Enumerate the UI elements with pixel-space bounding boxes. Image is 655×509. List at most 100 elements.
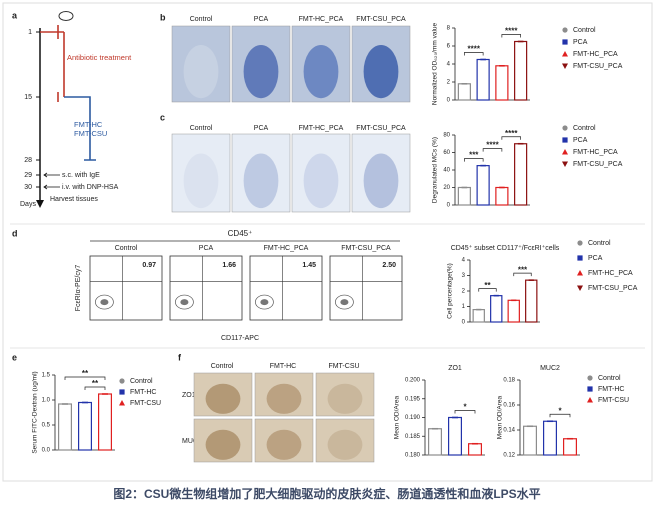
bar [514,40,528,101]
day-label: 30 [24,184,32,191]
significance-bracket [549,413,571,418]
day-label: 1 [28,29,32,36]
legend-label: FMT-CSU_PCA [588,285,638,292]
legend-label: FMT-CSU_PCA [573,63,623,70]
bar [562,438,577,456]
skin-photo-detail [243,45,279,99]
significance-bracket [478,288,497,292]
image-label: FMT-CSU [328,363,359,370]
flow-header: CD45⁺ [228,229,253,238]
panel-label: e [12,352,17,362]
legend-label: PCA [573,137,588,144]
significance-bracket [64,376,106,380]
flow-population [95,294,114,310]
bar [472,309,485,323]
ihc-photo-detail [266,429,302,460]
significance-label: *** [469,151,479,160]
day-label: 29 [24,172,32,179]
flow-plot [329,255,403,321]
y-tick-label: 80 [443,133,450,139]
event-label: i.v. with DNP-HSA [62,184,119,191]
gate-value: 0.97 [142,262,156,269]
y-tick-label: 0.185 [405,434,421,440]
legend-label: FMT-CSU [130,400,161,407]
legend-label: FMT-CSU_PCA [573,161,623,168]
legend-label: FMT-HC_PCA [588,270,633,277]
y-tick-label: 2 [447,80,451,86]
legend-label: FMT-HC [130,389,156,396]
legend-marker [577,255,583,261]
fmt-label: FMT-CSU [74,129,107,138]
y-axis-label: Serum FITC-Dextran (ug/ml) [32,371,39,453]
y-tick-label: 0.16 [503,403,515,409]
y-tick-label: 6 [447,44,451,50]
y-tick-label: 0.18 [503,378,515,384]
histology-photo-detail [183,153,219,209]
significance-label: **** [468,45,481,54]
gate-value: 2.50 [382,262,396,269]
event-label: s.c. with IgE [62,172,100,179]
bar [57,403,72,451]
histology-photo-detail [363,153,399,209]
ihc-photo-detail [327,383,363,414]
significance-label: **** [505,27,518,36]
legend-marker [577,285,583,291]
legend-label: Control [573,27,596,34]
significance-label: **** [505,129,518,138]
y-axis-label: Normalized OD₆₂₀/mm value [432,22,439,105]
gate-value: 1.66 [222,262,236,269]
y-axis-label: Mean OD/Area [497,395,504,439]
day-label: 15 [24,94,32,101]
y-tick-label: 3 [462,273,466,279]
bar [457,83,471,101]
bar [514,143,528,206]
skin-photo-detail [303,45,339,99]
skin-photo-detail [183,45,219,99]
bar [97,393,112,451]
image-label: FMT-CSU_PCA [356,125,406,132]
y-tick-label: 0.12 [503,453,515,459]
day-label: 28 [24,157,32,164]
y-tick-label: 0 [462,320,466,326]
legend-marker [562,27,568,33]
significance-bracket [513,272,532,277]
legend-marker [562,39,568,45]
legend-marker [119,400,125,406]
plot-label: FMT-CSU_PCA [341,245,391,252]
significance-bracket [482,148,503,152]
legend-label: FMT-HC_PCA [573,51,618,58]
image-label: PCA [254,125,269,132]
bar [428,428,443,456]
legend-marker [562,63,568,69]
bar [542,420,557,456]
image-label: Control [190,16,213,23]
image-label: FMT-HC [270,363,296,370]
legend-marker [587,375,593,381]
bar [495,186,509,206]
flow-population [180,299,189,306]
image-label: FMT-HC_PCA [299,125,344,132]
bar [457,186,471,206]
legend-marker [562,125,568,131]
legend-marker [577,240,583,246]
event-label: Harvest tissues [50,196,98,203]
significance-bracket [501,136,521,140]
legend-label: Control [130,378,153,385]
ihc-photo-detail [205,429,241,460]
bar [495,65,509,101]
legend-label: FMT-CSU [598,397,629,404]
y-tick-label: 20 [443,185,450,191]
image-label: FMT-CSU_PCA [356,16,406,23]
flow-plot [249,255,323,321]
bar [525,279,538,323]
chart-title: CD45⁺ subset CD117⁺/FcεRI⁺cells [451,244,560,252]
significance-label: ** [82,369,89,378]
legend-label: PCA [573,39,588,46]
legend-label: Control [588,240,611,247]
flow-population [175,294,194,310]
significance-label: **** [486,141,499,150]
panel-label: b [160,12,166,22]
panel-label: f [178,352,182,362]
flow-y-axis: FcεRIα-PE/cy7 [75,265,82,312]
y-tick-label: 1.5 [42,373,51,379]
